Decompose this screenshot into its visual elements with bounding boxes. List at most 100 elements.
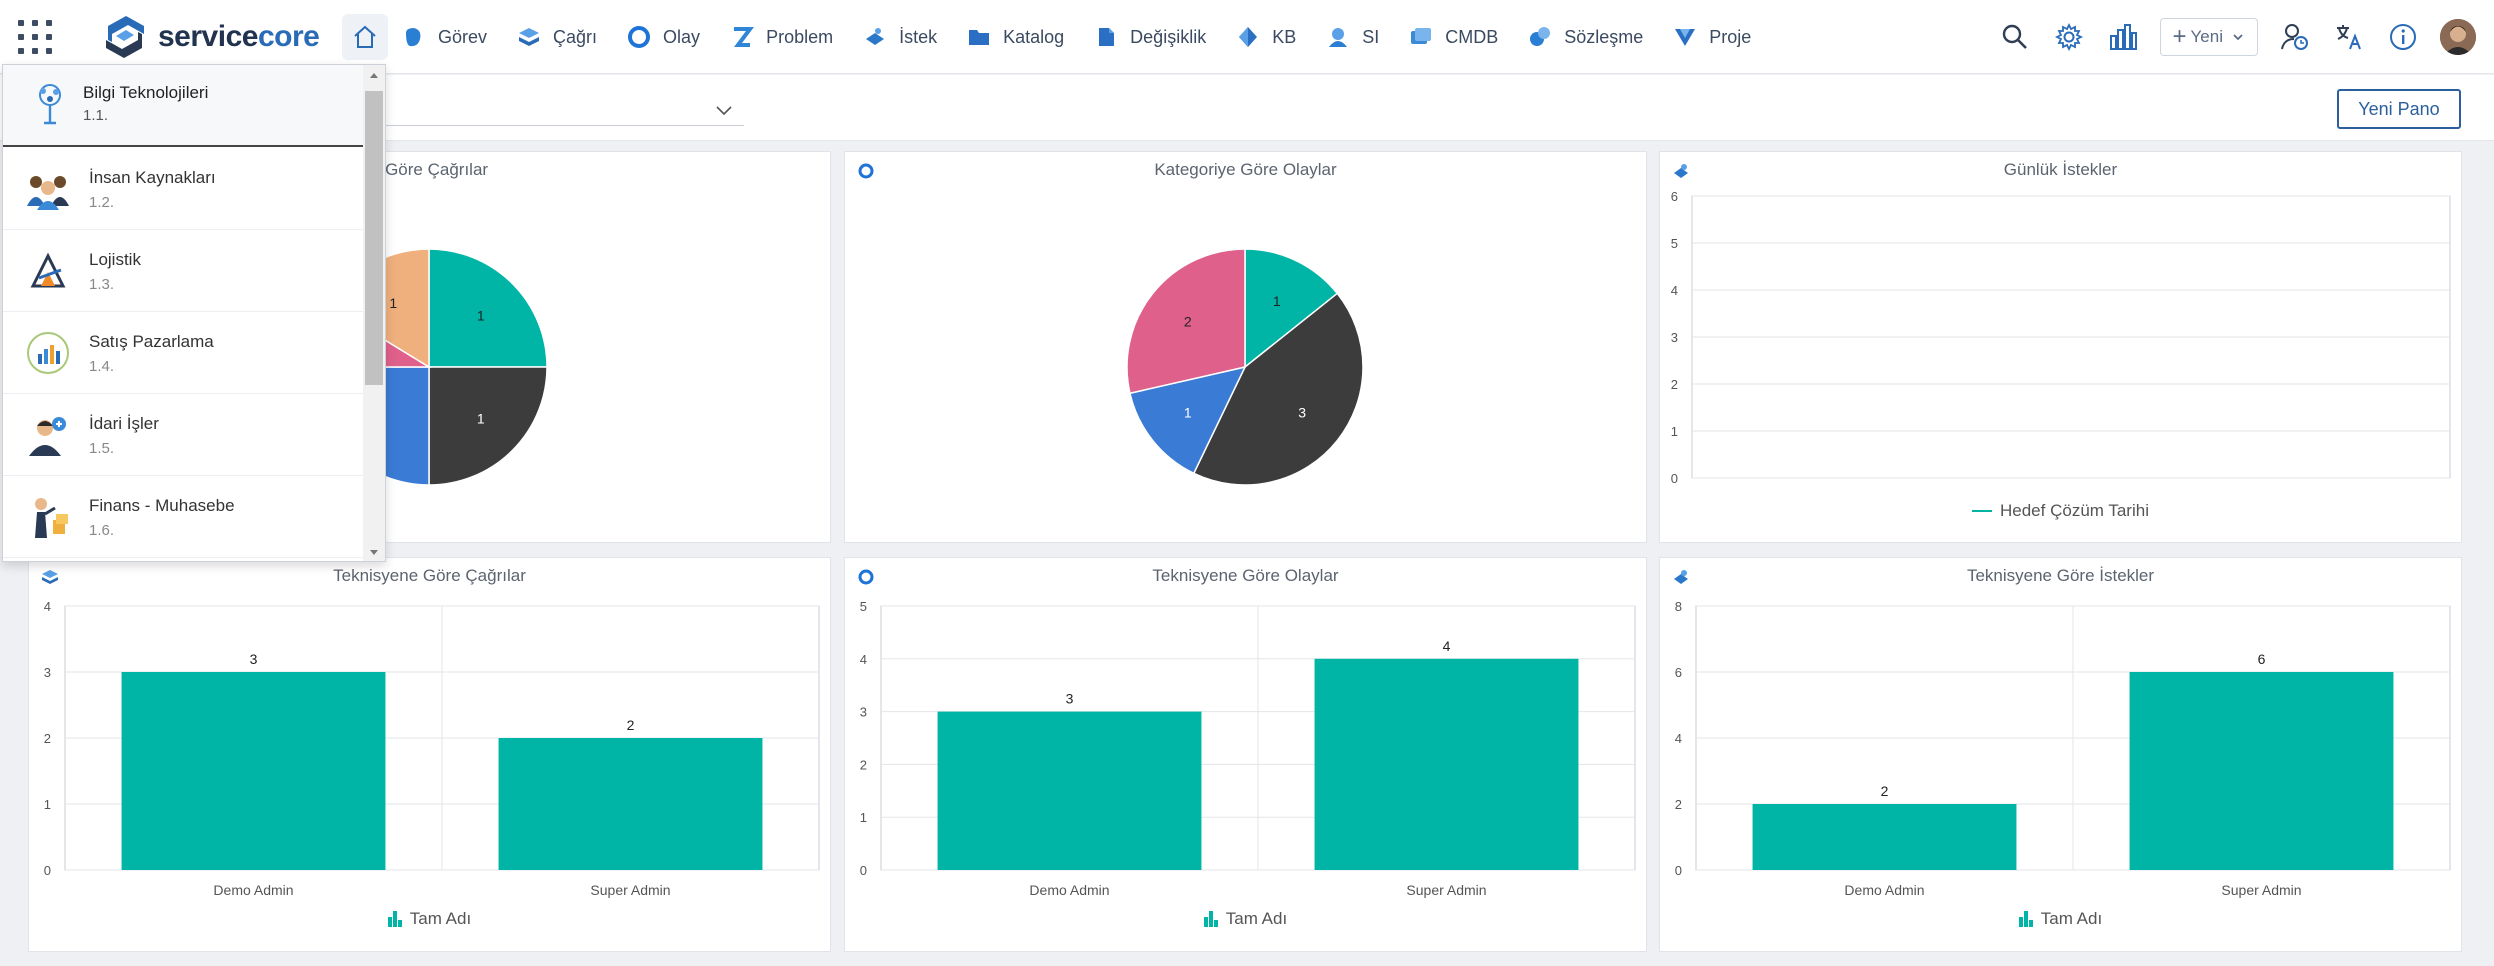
y-tick-label: 4 <box>860 652 867 667</box>
chevron-down-icon[interactable] <box>714 100 734 120</box>
y-tick-label: 2 <box>44 731 51 746</box>
department-dropdown: Bilgi Teknolojileri 1.1. İnsan Kaynaklar… <box>2 64 386 562</box>
top-navbar: servicecore Görev Çağrı Olay Problem İst… <box>0 0 2494 74</box>
bar <box>121 672 386 870</box>
nav-cagri[interactable]: Çağrı <box>517 14 597 60</box>
nav-cmdb[interactable]: CMDB <box>1409 14 1498 60</box>
chart-legend[interactable]: Tam Adı <box>1660 909 2461 929</box>
y-tick-label: 4 <box>44 599 51 614</box>
pie-data-label: 1 <box>1273 293 1281 309</box>
user-time-button[interactable] <box>2278 20 2312 54</box>
incident-icon <box>628 26 651 48</box>
bar <box>937 711 1202 870</box>
admin-person-icon <box>29 417 66 456</box>
nav-si[interactable]: SI <box>1326 14 1379 60</box>
brand-logo[interactable]: servicecore <box>100 12 320 62</box>
bar-data-label: 4 <box>1443 638 1451 654</box>
bar <box>1314 658 1579 870</box>
home-button[interactable] <box>342 14 388 60</box>
dropdown-item-insan-kaynaklari[interactable]: İnsan Kaynakları 1.2. <box>3 148 363 230</box>
bar-data-label: 6 <box>2258 651 2266 667</box>
nav-problem[interactable]: Problem <box>730 14 833 60</box>
new-button[interactable]: + Yeni <box>2159 18 2258 56</box>
request-icon <box>866 28 885 45</box>
nav-kb[interactable]: KB <box>1236 14 1296 60</box>
scroll-down-icon[interactable] <box>367 545 381 559</box>
nav-istek[interactable]: İstek <box>863 14 937 60</box>
cmdb-icon <box>1411 28 1432 44</box>
logistics-icon <box>30 252 66 288</box>
settings-button[interactable] <box>2052 20 2086 54</box>
x-tick-label: Demo Admin <box>1029 882 1109 898</box>
bar-data-label: 3 <box>250 651 258 667</box>
task-icon <box>406 28 421 47</box>
bar <box>2129 672 2394 870</box>
legend-bar-icon <box>2018 911 2033 927</box>
pie-data-label: 1 <box>1184 405 1192 421</box>
dropdown-item-lojistik[interactable]: Lojistik 1.3. <box>3 230 363 312</box>
dropdown-item-bilgi-teknolojileri[interactable]: Bilgi Teknolojileri 1.1. <box>3 65 363 147</box>
nav-gorev[interactable]: Görev <box>402 14 487 60</box>
pie-data-label: 1 <box>477 307 485 323</box>
sales-chart-icon <box>27 332 69 374</box>
call-icon <box>42 570 58 584</box>
bar-chart: 0 2 4 6 8 2 Demo Admin 6 Super Admin <box>1675 599 2451 898</box>
info-button[interactable] <box>2386 20 2420 54</box>
legend-bar-icon <box>1203 911 1218 927</box>
user-photo-icon <box>2440 19 2476 55</box>
card-pie-incidents: Kategoriye Göre Olaylar 1 3 1 2 <box>844 151 1647 543</box>
y-tick-label: 6 <box>1671 189 1678 204</box>
y-tick-label: 4 <box>1671 283 1678 298</box>
reports-button[interactable] <box>2106 20 2140 54</box>
y-tick-label: 1 <box>44 797 51 812</box>
legend-line-swatch <box>1972 510 1992 512</box>
search-icon <box>2002 24 2027 49</box>
nav-katalog[interactable]: Katalog <box>967 14 1064 60</box>
bar-data-label: 2 <box>1881 783 1889 799</box>
nav-proje[interactable]: Proje <box>1673 14 1751 60</box>
y-tick-label: 0 <box>44 863 51 878</box>
bar-chart: 0 1 2 3 4 5 3 Demo Admin 4 Super Admin <box>860 599 1636 898</box>
x-tick-label: Super Admin <box>1406 882 1486 898</box>
new-dashboard-button[interactable]: Yeni Pano <box>2337 89 2461 129</box>
brand-name: servicecore <box>158 20 320 53</box>
y-tick-label: 3 <box>860 705 867 720</box>
y-tick-label: 6 <box>1675 665 1682 680</box>
pie-chart: 1 3 1 2 <box>1126 248 1364 486</box>
bar-chart-icon <box>2109 24 2137 50</box>
chart-legend[interactable]: Hedef Çözüm Tarihi <box>1660 501 2461 521</box>
catalog-icon <box>969 30 990 45</box>
chevron-down-icon <box>2233 34 2243 41</box>
y-tick-label: 2 <box>860 757 867 772</box>
language-button[interactable] <box>2332 20 2366 54</box>
chart-legend[interactable]: Tam Adı <box>29 909 830 929</box>
search-button[interactable] <box>1998 20 2032 54</box>
pie-data-label: 3 <box>1298 405 1306 421</box>
y-tick-label: 1 <box>860 810 867 825</box>
nav-olay[interactable]: Olay <box>627 14 700 60</box>
y-tick-label: 0 <box>860 863 867 878</box>
translate-icon <box>2337 25 2361 50</box>
chart-legend[interactable]: Tam Adı <box>845 909 1646 929</box>
scrollbar-thumb[interactable] <box>365 91 383 385</box>
department-select[interactable] <box>384 96 744 126</box>
dropdown-item-idari-isler[interactable]: İdari İşler 1.5. <box>3 394 363 476</box>
bar <box>1752 804 2017 870</box>
scroll-up-icon[interactable] <box>367 69 381 83</box>
y-tick-label: 4 <box>1675 731 1682 746</box>
dropdown-item-satis-pazarlama[interactable]: Satış Pazarlama 1.4. <box>3 312 363 394</box>
nav-degisiklik[interactable]: Değişiklik <box>1094 14 1206 60</box>
plus-icon: + <box>2172 23 2187 50</box>
bar <box>498 738 763 870</box>
hr-people-icon <box>27 176 69 210</box>
pie-data-label: 2 <box>1184 313 1192 329</box>
dropdown-scrollbar[interactable] <box>363 65 385 561</box>
line-chart: 0 1 2 3 4 5 6 <box>1671 189 2451 486</box>
project-icon <box>1675 29 1696 46</box>
pie-slice <box>428 248 548 368</box>
app-grid-icon[interactable] <box>18 20 52 54</box>
x-tick-label: Demo Admin <box>213 882 293 898</box>
dropdown-item-finans-muhasebe[interactable]: Finans - Muhasebe 1.6. <box>3 476 363 558</box>
avatar[interactable] <box>2440 19 2476 55</box>
nav-sozlesme[interactable]: Sözleşme <box>1528 14 1643 60</box>
